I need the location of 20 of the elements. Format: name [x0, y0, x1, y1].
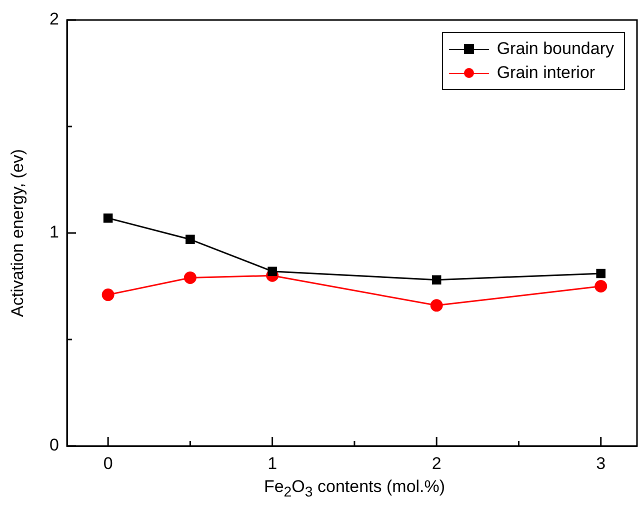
- point: [103, 213, 113, 223]
- y-tick-label: 1: [50, 222, 59, 242]
- y-tick-label: 2: [50, 10, 59, 29]
- x-tick-label: 1: [268, 454, 278, 473]
- point: [102, 288, 114, 302]
- x-tick-label: 3: [596, 454, 606, 473]
- y-tick-label: 0: [50, 436, 59, 455]
- point: [432, 275, 442, 284]
- legend-label: Grain boundary: [496, 39, 614, 59]
- x-axis-title: Fe$_{2}$O$_{3}$ contents (mol.%): [262, 477, 446, 500]
- x-tick-label: 0: [103, 454, 113, 473]
- point: [430, 299, 443, 312]
- point: [596, 268, 606, 278]
- x-tick-label: 2: [432, 454, 442, 473]
- y-axis-title: Activation energy, (ev): [8, 149, 28, 317]
- legend-label: Grain interior: [496, 63, 596, 83]
- point: [186, 234, 195, 244]
- point: [184, 271, 196, 284]
- point: [268, 266, 277, 276]
- point: [594, 280, 608, 292]
